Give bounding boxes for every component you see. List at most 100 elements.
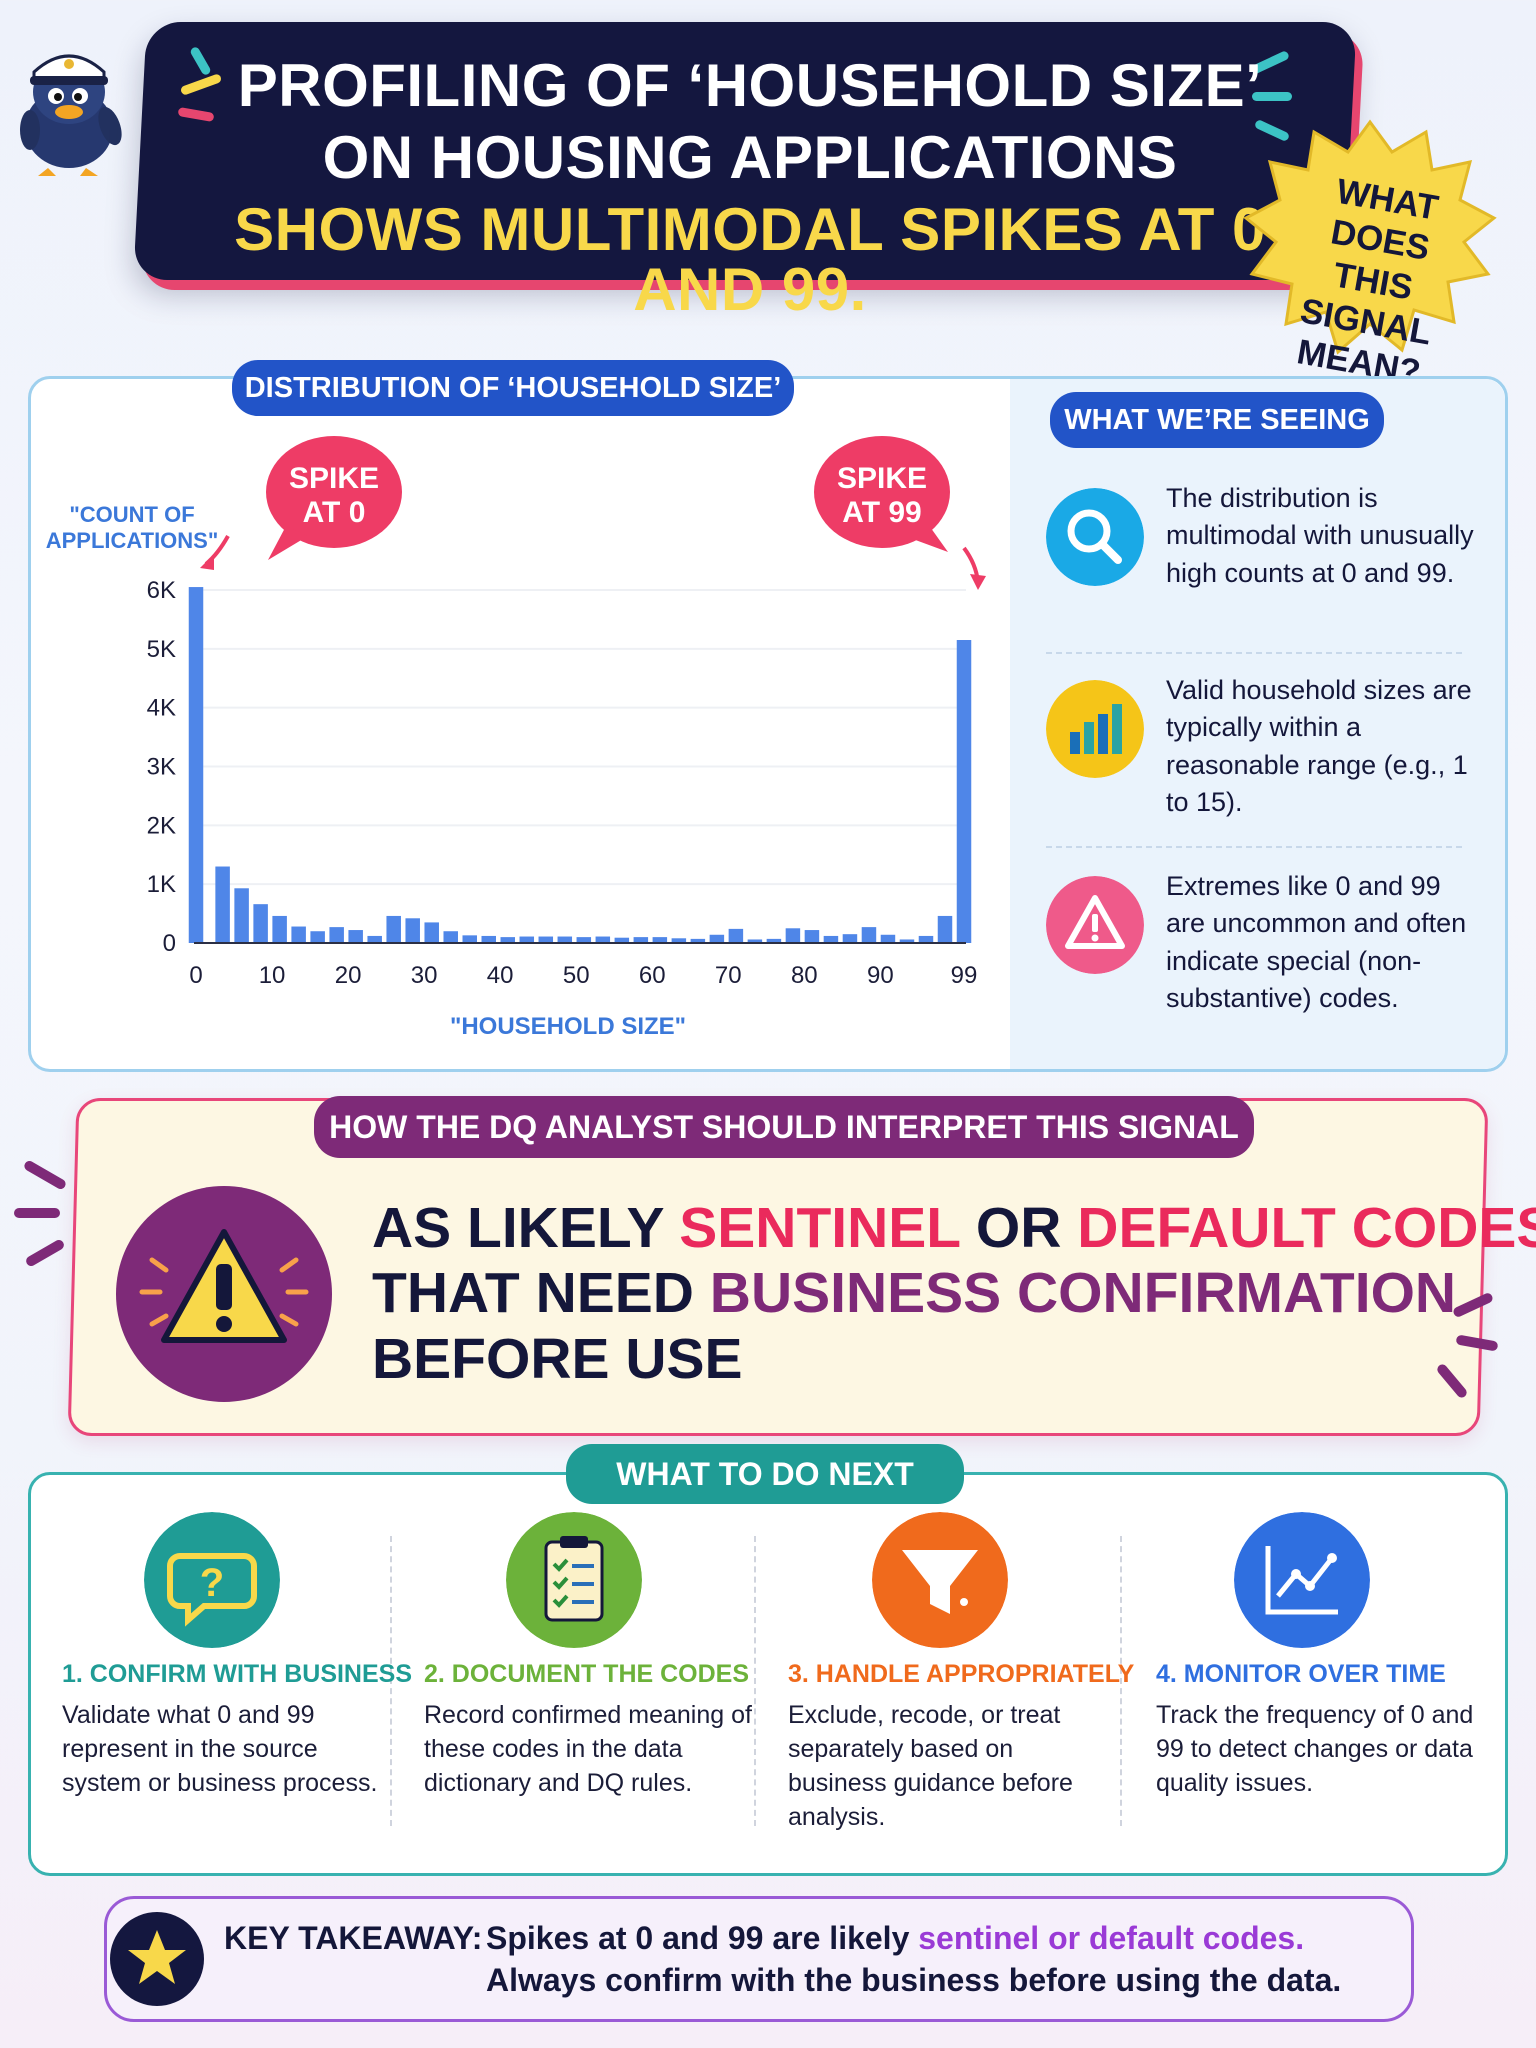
y-tick-label: 3K xyxy=(147,754,176,781)
histogram-bar xyxy=(595,936,611,943)
histogram-bar xyxy=(728,928,744,943)
x-tick-label: 70 xyxy=(715,962,742,989)
histogram-bar xyxy=(766,938,782,943)
histogram-bar xyxy=(823,935,839,943)
sparkle-decoration xyxy=(24,1238,66,1268)
divider xyxy=(754,1536,756,1826)
line-chart-icon xyxy=(1234,1512,1370,1648)
seeing-item: Extremes like 0 and 99 are uncommon and … xyxy=(1046,871,1486,1026)
histogram-bar xyxy=(785,928,801,943)
histogram-bar xyxy=(367,935,382,943)
sparkle-decoration xyxy=(14,1208,60,1218)
interpretation-line-1: AS LIKELY SENTINEL OR DEFAULT CODES xyxy=(372,1196,1536,1260)
histogram-bar xyxy=(215,866,230,943)
callout-right-line-2: AT 99 xyxy=(842,496,921,529)
magnifier-icon xyxy=(1046,488,1144,586)
histogram-bar xyxy=(424,922,439,943)
histogram-bar xyxy=(386,915,401,943)
funnel-icon xyxy=(872,1512,1008,1648)
y-tick-label: 0 xyxy=(163,930,176,957)
y-tick-label: 5K xyxy=(147,636,176,663)
chart-title: DISTRIBUTION OF ‘HOUSEHOLD SIZE’ xyxy=(232,360,794,416)
histogram-bar xyxy=(633,937,649,943)
spike-at-0-callout xyxy=(266,436,402,548)
histogram-bar xyxy=(747,939,763,943)
histogram-bar xyxy=(348,930,363,943)
step-heading: 4. MONITOR OVER TIME xyxy=(1156,1660,1446,1688)
y-axis-label-line-2: APPLICATIONS" xyxy=(46,528,219,553)
histogram-bar xyxy=(234,888,249,943)
histogram-bar xyxy=(462,935,477,943)
key-takeaway-line-2: Always confirm with the business before … xyxy=(486,1962,1342,1998)
seeing-item: The distribution is multimodal with unus… xyxy=(1046,483,1486,638)
divider xyxy=(1046,652,1462,654)
question-bubble-icon: ? xyxy=(144,1512,280,1648)
x-tick-label: 80 xyxy=(791,962,818,989)
interpretation-title: HOW THE DQ ANALYST SHOULD INTERPRET THIS… xyxy=(314,1096,1254,1158)
interpretation-line-2: THAT NEED BUSINESS CONFIRMATION xyxy=(372,1261,1457,1325)
histogram-bar xyxy=(500,937,516,943)
key-takeaway-bar xyxy=(104,1896,1414,2022)
interpretation-line-3: BEFORE USE xyxy=(372,1327,743,1391)
histogram-bar xyxy=(188,587,204,943)
key-takeaway-line-1: Spikes at 0 and 99 are likely sentinel o… xyxy=(486,1920,1305,1956)
x-tick-label: 50 xyxy=(563,962,590,989)
histogram-bar xyxy=(899,939,915,943)
seeing-item-text: Valid household sizes are typically with… xyxy=(1166,675,1472,817)
histogram-bar xyxy=(614,937,630,943)
x-tick-label: 90 xyxy=(867,962,894,989)
callout-left-line-1: SPIKE xyxy=(289,462,379,495)
histogram-bar xyxy=(690,938,706,943)
callout-right-line-1: SPIKE xyxy=(837,462,927,495)
histogram-bar xyxy=(557,936,573,943)
title-line-3: SHOWS MULTIMODAL SPIKES AT 0 AND 99. xyxy=(234,196,1266,323)
histogram-bar xyxy=(405,918,420,943)
divider xyxy=(390,1536,392,1826)
x-axis-label: "HOUSEHOLD SIZE" xyxy=(450,1013,686,1040)
y-tick-label: 6K xyxy=(147,577,176,604)
histogram-bar xyxy=(291,926,306,943)
seeing-title: WHAT WE’RE SEEING xyxy=(1050,392,1384,448)
question-burst-badge xyxy=(1243,119,1497,355)
histogram-bar xyxy=(804,930,820,943)
x-tick-label: 20 xyxy=(335,962,362,989)
sparkle-decoration xyxy=(22,1159,68,1191)
divider xyxy=(1046,846,1462,848)
step-heading: 3. HANDLE APPROPRIATELY xyxy=(788,1660,1135,1688)
histogram-bar xyxy=(842,934,858,943)
y-axis-label-line-1: "COUNT OF xyxy=(69,502,194,527)
y-tick-label: 2K xyxy=(147,812,176,839)
key-takeaway-label: KEY TAKEAWAY: xyxy=(224,1920,483,1956)
duck-captain-mascot xyxy=(20,54,122,176)
seeing-item-text: Extremes like 0 and 99 are uncommon and … xyxy=(1166,871,1467,1013)
callout-left-line-2: AT 0 xyxy=(303,496,366,529)
histogram-bar xyxy=(956,640,972,943)
step-body: Record confirmed meaning of these codes … xyxy=(424,1701,752,1797)
y-tick-label: 1K xyxy=(147,871,176,898)
histogram-bar xyxy=(519,936,535,943)
bar-chart-icon xyxy=(1046,680,1144,778)
histogram-bar xyxy=(481,935,497,943)
step-heading: 1. CONFIRM WITH BUSINESS xyxy=(62,1660,413,1688)
svg-text:?: ? xyxy=(200,1561,224,1605)
histogram-bar xyxy=(709,934,725,943)
histogram-bar xyxy=(861,927,877,943)
y-tick-label: 4K xyxy=(147,695,176,722)
x-tick-label: 30 xyxy=(411,962,438,989)
histogram-bar xyxy=(918,935,934,943)
warning-icon xyxy=(116,1186,332,1402)
step-body: Validate what 0 and 99 represent in the … xyxy=(62,1701,378,1797)
star-icon xyxy=(110,1912,204,2006)
step-body: Track the frequency of 0 and 99 to detec… xyxy=(1156,1701,1474,1797)
divider xyxy=(1120,1536,1122,1826)
histogram-bar xyxy=(329,927,344,943)
step-heading: 2. DOCUMENT THE CODES xyxy=(424,1660,750,1688)
x-tick-label: 10 xyxy=(259,962,286,989)
seeing-item: Valid household sizes are typically with… xyxy=(1046,675,1486,830)
histogram-bar xyxy=(253,904,268,943)
histogram-bar xyxy=(652,937,668,943)
histogram-bar xyxy=(576,937,592,943)
histogram-bar xyxy=(538,936,554,943)
x-tick-label: 0 xyxy=(189,962,202,989)
spike-at-99-callout xyxy=(814,436,950,548)
